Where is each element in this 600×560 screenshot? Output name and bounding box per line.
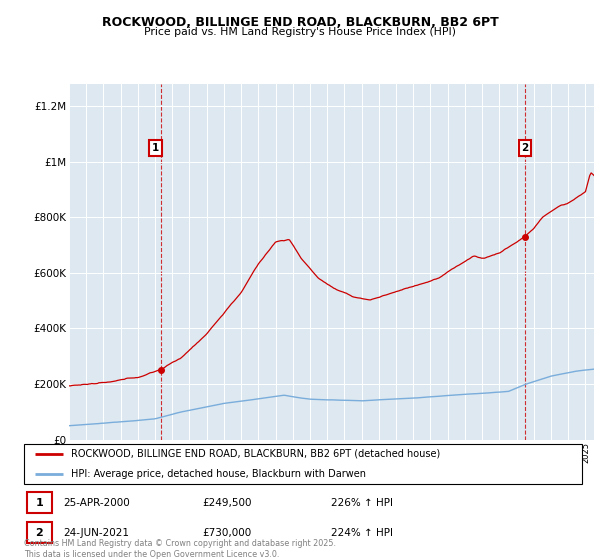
Bar: [27, 492, 52, 513]
Text: 2: 2: [521, 143, 529, 153]
Text: 25-APR-2000: 25-APR-2000: [63, 498, 130, 507]
Text: 224% ↑ HPI: 224% ↑ HPI: [331, 528, 393, 538]
Text: 1: 1: [152, 143, 159, 153]
Bar: [27, 522, 52, 543]
Text: HPI: Average price, detached house, Blackburn with Darwen: HPI: Average price, detached house, Blac…: [71, 469, 367, 479]
Text: £730,000: £730,000: [203, 528, 252, 538]
Text: ROCKWOOD, BILLINGE END ROAD, BLACKBURN, BB2 6PT (detached house): ROCKWOOD, BILLINGE END ROAD, BLACKBURN, …: [71, 449, 440, 459]
Text: 1: 1: [35, 498, 43, 507]
Text: £249,500: £249,500: [203, 498, 252, 507]
Text: Contains HM Land Registry data © Crown copyright and database right 2025.
This d: Contains HM Land Registry data © Crown c…: [24, 539, 336, 559]
Text: ROCKWOOD, BILLINGE END ROAD, BLACKBURN, BB2 6PT: ROCKWOOD, BILLINGE END ROAD, BLACKBURN, …: [101, 16, 499, 29]
Text: 24-JUN-2021: 24-JUN-2021: [63, 528, 129, 538]
Text: Price paid vs. HM Land Registry's House Price Index (HPI): Price paid vs. HM Land Registry's House …: [144, 27, 456, 37]
Text: 2: 2: [35, 528, 43, 538]
Text: 226% ↑ HPI: 226% ↑ HPI: [331, 498, 393, 507]
